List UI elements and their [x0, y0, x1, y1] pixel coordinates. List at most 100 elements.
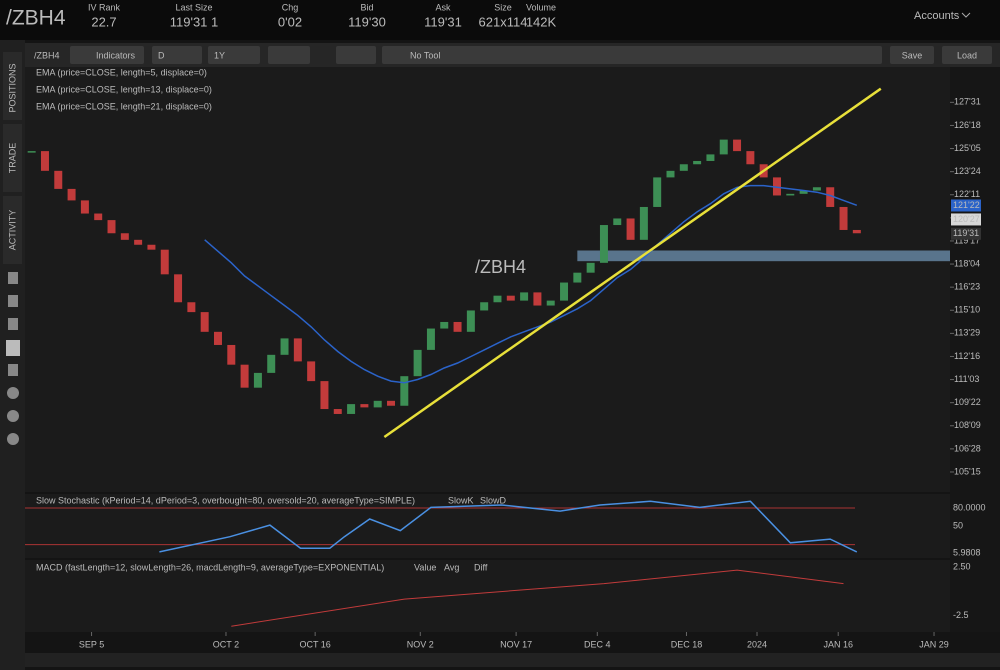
candle — [599, 225, 608, 263]
candle — [426, 328, 435, 350]
candle — [533, 292, 542, 306]
candle — [799, 190, 808, 194]
candle — [639, 206, 648, 240]
load-button[interactable] — [942, 46, 992, 64]
candle — [480, 302, 489, 311]
field-value: 119'31 1 — [170, 14, 219, 29]
y-tick-label: 111'03 — [954, 374, 979, 384]
x-tick-label: NOV 17 — [500, 639, 532, 649]
candle — [719, 139, 728, 155]
legend-entry: SlowK — [448, 495, 474, 505]
candle — [613, 218, 622, 226]
x-tick-label: JAN 16 — [823, 639, 853, 649]
style-select[interactable] — [268, 46, 310, 64]
field-label: IV Rank — [88, 2, 121, 12]
field-value: 22.7 — [91, 14, 116, 29]
candle — [626, 218, 635, 240]
load-label: Load — [957, 50, 977, 60]
y-tick-label: 118'04 — [954, 258, 980, 268]
candle — [493, 295, 502, 303]
price-tag-label: 121'22 — [953, 200, 980, 210]
candle — [40, 151, 49, 171]
price-axis-area — [950, 67, 1000, 632]
candle — [240, 364, 249, 388]
icon[interactable] — [6, 340, 20, 356]
candle — [54, 170, 63, 189]
candle — [187, 302, 196, 313]
study-label: EMA (price=CLOSE, length=13, displace=0) — [36, 84, 212, 94]
side-tab: TRADE — [7, 143, 17, 174]
candle — [546, 300, 555, 306]
candle — [679, 164, 688, 171]
field-value: 0'02 — [278, 14, 302, 29]
candle — [293, 338, 302, 362]
candle — [147, 244, 156, 250]
candle — [466, 310, 475, 332]
icon[interactable] — [7, 410, 19, 422]
save-button[interactable] — [890, 46, 934, 64]
candle — [213, 331, 222, 345]
y-tick-label: 112'16 — [954, 351, 980, 361]
candle — [733, 139, 742, 152]
study-title: Slow Stochastic (kPeriod=14, dPeriod=3, … — [36, 495, 415, 505]
y-tick-label: -2.5 — [953, 610, 969, 620]
price-tag-label: 119'31 — [953, 228, 979, 238]
y-tick-label: 126'18 — [954, 120, 981, 130]
candle — [320, 381, 329, 410]
trendline — [383, 87, 882, 438]
candle — [693, 160, 702, 165]
icon[interactable] — [7, 433, 19, 445]
legend-entry: Diff — [474, 562, 488, 572]
candle — [746, 151, 755, 165]
ema-line — [204, 184, 858, 384]
y-tick-label: 122'11 — [954, 189, 980, 199]
y-tick-label: 5.9808 — [953, 548, 981, 558]
header-bar — [0, 0, 1000, 40]
y-tick-label: 80.0000 — [953, 502, 986, 512]
candle — [772, 177, 781, 196]
legend-entry: Avg — [444, 562, 459, 572]
header-symbol: /ZBH4 — [6, 7, 66, 30]
x-tick-label: JAN 29 — [919, 639, 949, 649]
range-select[interactable] — [208, 46, 260, 64]
icon[interactable] — [8, 318, 18, 330]
scrollbar[interactable] — [25, 653, 1000, 667]
candle — [586, 262, 595, 273]
y-tick-label: 106'28 — [954, 443, 981, 453]
legend-entry: Value — [414, 562, 436, 572]
candle — [200, 312, 209, 332]
x-tick-label: OCT 16 — [299, 639, 330, 649]
indicators-button[interactable] — [70, 46, 144, 64]
candle — [387, 400, 395, 406]
field-label: Ask — [435, 2, 451, 12]
candle — [307, 361, 316, 382]
candle — [333, 409, 342, 414]
icon[interactable] — [8, 295, 18, 307]
candle — [80, 200, 89, 214]
y-tick-label: 127'31 — [954, 97, 981, 107]
price-tag-label: 120'27 — [953, 214, 980, 224]
y-tick-label: 116'23 — [954, 282, 980, 292]
candle — [560, 282, 569, 301]
candle — [520, 292, 529, 301]
tool-select[interactable] — [382, 46, 882, 64]
aggregation-select[interactable] — [152, 46, 202, 64]
x-tick-label: 2024 — [747, 639, 767, 649]
x-tick-label: NOV 2 — [407, 639, 434, 649]
candle — [373, 400, 382, 408]
accounts-button[interactable]: Accounts — [914, 10, 960, 22]
candle — [120, 233, 129, 240]
x-tick-label: SEP 5 — [79, 639, 104, 649]
icon[interactable] — [8, 272, 18, 284]
icon[interactable] — [7, 387, 19, 399]
y-tick-label: 119'17 — [954, 235, 980, 245]
y-tick-label: 123'24 — [954, 166, 981, 176]
toolbar-symbol: /ZBH4 — [34, 50, 60, 60]
side-tab-bg — [3, 124, 22, 192]
icon[interactable] — [8, 364, 18, 376]
field-label: Chg — [282, 2, 299, 12]
candle — [360, 404, 369, 408]
y-tick-label: 2.50 — [953, 562, 971, 572]
layout-select[interactable] — [336, 46, 376, 64]
candle — [506, 295, 515, 301]
